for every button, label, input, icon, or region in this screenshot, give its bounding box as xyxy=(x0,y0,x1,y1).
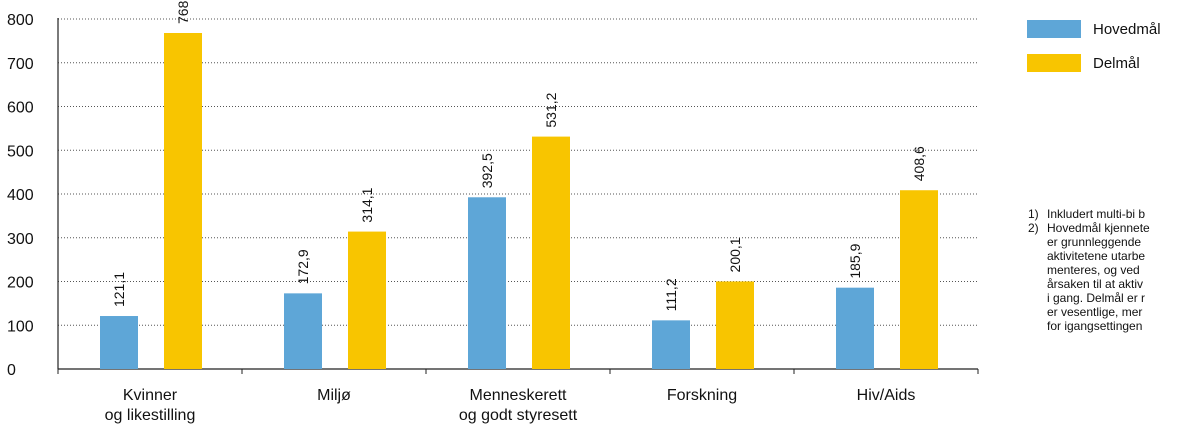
legend-label: Delmål xyxy=(1093,54,1140,72)
y-tick-label: 600 xyxy=(7,100,34,117)
legend-item-delmal: Delmål xyxy=(1027,52,1161,74)
footnote-number xyxy=(1028,277,1047,291)
y-tick-label: 100 xyxy=(7,318,34,335)
bar-hovedmal xyxy=(652,320,690,369)
bar-hovedmal xyxy=(836,287,874,369)
x-tick-label: Miljø xyxy=(317,387,351,404)
legend-label: Hovedmål xyxy=(1093,20,1161,38)
bar-hovedmal xyxy=(100,316,138,369)
y-tick-label: 300 xyxy=(7,231,34,248)
footnote-line: er vesentlige, mer xyxy=(1028,305,1177,319)
y-tick-label: 400 xyxy=(7,187,34,204)
footnote-number xyxy=(1028,319,1047,333)
footnote-line: for igangsettingen xyxy=(1028,319,1177,333)
data-label: 172,9 xyxy=(295,249,311,284)
footnote-text: aktivitetene utarbe xyxy=(1047,249,1146,263)
footnote-text: Hovedmål kjennete xyxy=(1047,221,1150,235)
data-label: 314,1 xyxy=(359,187,375,222)
footnote-line: er grunnleggende xyxy=(1028,235,1177,249)
footnotes: 1) Inkludert multi-bi b 2) Hovedmål kjenne… xyxy=(1028,207,1177,333)
x-tick-label: og likestilling xyxy=(105,407,196,424)
footnote-number xyxy=(1028,305,1047,319)
footnote-number xyxy=(1028,249,1047,263)
footnote-number xyxy=(1028,263,1047,277)
footnote-number: 2) xyxy=(1028,221,1039,235)
y-tick-label: 500 xyxy=(7,143,34,160)
bar-delmal xyxy=(164,33,202,369)
footnote-number xyxy=(1028,291,1047,305)
data-label: 531,2 xyxy=(543,92,559,127)
data-label: 200,1 xyxy=(727,237,743,272)
data-label: 111,2 xyxy=(663,278,679,311)
y-tick-label: 200 xyxy=(7,275,34,292)
legend: Hovedmål Delmål xyxy=(1027,18,1161,86)
footnote-text: årsaken til at aktiv xyxy=(1047,277,1144,291)
y-tick-label: 0 xyxy=(7,362,16,379)
footnote-line: 1) Inkludert multi-bi b xyxy=(1028,207,1177,221)
footnote-line: i gang. Delmål er r xyxy=(1028,291,1177,305)
footnote-line: menteres, og ved xyxy=(1028,263,1177,277)
legend-swatch-hovedmal xyxy=(1027,20,1081,38)
footnote-text: for igangsettingen xyxy=(1047,319,1143,333)
footnote-number xyxy=(1028,235,1047,249)
bar-hovedmal xyxy=(284,293,322,369)
x-tick-label: Forskning xyxy=(667,387,737,404)
y-tick-label: 700 xyxy=(7,56,34,73)
bar-delmal xyxy=(532,136,570,369)
data-label: 408,6 xyxy=(911,146,927,181)
footnote-line: aktivitetene utarbe xyxy=(1028,249,1177,263)
x-tick-label: Hiv/Aids xyxy=(857,387,916,404)
bar-delmal xyxy=(900,190,938,369)
x-tick-label: Kvinner xyxy=(123,387,178,404)
footnote-text: er grunnleggende xyxy=(1047,235,1142,249)
footnote-line: 2) Hovedmål kjennete xyxy=(1028,221,1177,235)
bar-chart: 0 100 200 300 400 500 600 700 800 121,1 768 Kvinner… xyxy=(7,0,979,424)
footnote-text: Inkludert multi-bi b xyxy=(1047,207,1146,221)
footnote-number: 1) xyxy=(1028,207,1039,221)
legend-item-hovedmal: Hovedmål xyxy=(1027,18,1161,40)
bar-hovedmal xyxy=(468,197,506,369)
bar-delmal xyxy=(716,281,754,369)
data-label: 392,5 xyxy=(479,153,495,188)
data-label: 185,9 xyxy=(847,243,863,278)
footnote-text: menteres, og ved xyxy=(1047,263,1140,277)
bar-delmal xyxy=(348,231,386,369)
footnote-text: er vesentlige, mer xyxy=(1047,305,1143,319)
footnote-text: i gang. Delmål er r xyxy=(1047,291,1146,305)
data-label: 768 xyxy=(175,0,191,24)
data-label: 121,1 xyxy=(111,272,127,307)
y-tick-label: 800 xyxy=(7,12,34,29)
legend-swatch-delmal xyxy=(1027,54,1081,72)
footnote-line: årsaken til at aktiv xyxy=(1028,277,1177,291)
x-tick-label: og godt styresett xyxy=(459,407,578,424)
x-tick-label: Menneskerett xyxy=(470,387,567,404)
